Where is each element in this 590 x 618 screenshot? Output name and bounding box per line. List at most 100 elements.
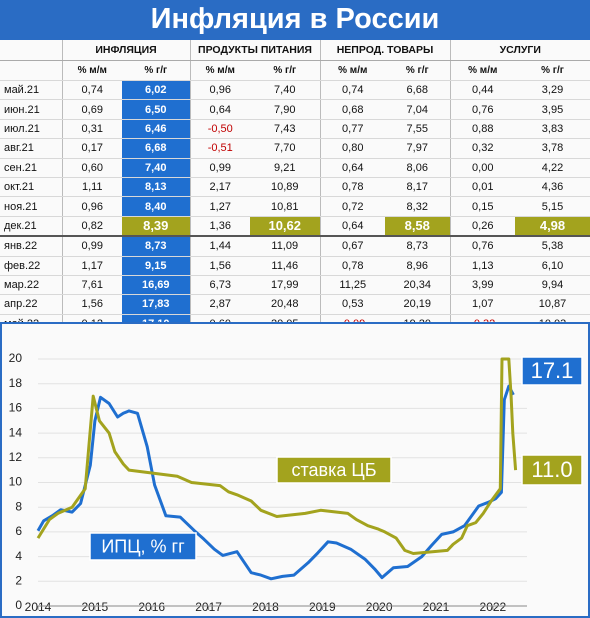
table-row: апр.22 1,56 17,83 2,87 20,48 0,53 20,19 1,07 10,… [0,294,590,315]
x-tick-label: 2017 [195,600,222,614]
legend-label: ИПЦ, % гг [101,536,185,556]
value-cell: 0,77 [319,119,385,140]
value-cell: 8,73 [385,236,450,257]
value-cell: 5,15 [515,196,590,217]
column-header: % г/г [515,60,590,81]
month-cell: ноя.21 [0,196,62,217]
value-cell: 11,25 [319,275,385,296]
value-cell: 10,81 [250,196,320,217]
value-cell: 1,13 [449,256,515,276]
table-row: мар.22 7,61 16,69 6,73 17,99 11,25 20,34 3,99 9,… [0,275,590,296]
table-row: дек.21 0,82 8,39 1,36 10,62 0,64 8,58 0,26 4,98 [0,216,590,238]
x-tick-label: 2020 [366,600,393,614]
value-cell: 8,39 [122,216,190,238]
value-cell: 0,44 [449,80,515,101]
value-cell: 6,46 [122,119,190,140]
value-cell: 7,40 [250,80,320,101]
legend-label-box [89,532,197,561]
x-tick-label: 2014 [25,600,52,614]
value-cell: 20,19 [385,294,450,315]
group-header-row: ИНФЛЯЦИЯ ПРОДУКТЫ ПИТАНИЯ НЕПРОД. ТОВАРЫ УС… [0,40,590,61]
value-cell: 0,64 [319,216,385,238]
x-tick-label: 2016 [138,600,165,614]
month-cell: июл.21 [0,119,62,140]
column-header: % м/м [319,60,385,81]
value-cell: -0,51 [189,138,250,159]
value-cell: 9,94 [515,275,590,296]
value-cell: 6,68 [122,138,190,159]
month-cell: июн.21 [0,99,62,120]
table-row: янв.22 0,99 8,73 1,44 11,09 0,67 8,73 0,76 5,38 [0,236,590,257]
value-cell: 3,95 [515,99,590,120]
value-cell: 5,38 [515,236,590,257]
value-cell: 8,40 [122,196,190,217]
column-header: % г/г [250,60,320,81]
value-cell: 0,68 [319,99,385,120]
value-cell: 3,29 [515,80,590,101]
value-cell: 17,99 [250,275,320,296]
value-cell: 6,73 [189,275,250,296]
value-cell: 0,26 [449,216,515,238]
value-cell: 0,53 [319,294,385,315]
end-value-label-box [521,454,583,486]
value-cell: 0,76 [449,99,515,120]
value-cell: 0,96 [61,196,122,217]
value-cell: 9,15 [122,256,190,276]
value-cell: 8,06 [385,158,450,178]
value-cell: 0,69 [61,99,122,120]
y-tick-label: 18 [9,376,23,390]
value-cell: 0,74 [61,80,122,101]
column-header: % м/м [61,60,122,81]
value-cell: 0,01 [449,177,515,198]
value-cell: 1,27 [189,196,250,217]
value-cell: 6,68 [385,80,450,101]
value-cell: 6,50 [122,99,190,120]
x-tick-label: 2019 [309,600,336,614]
month-cell: окт.21 [0,177,62,198]
value-cell: 4,22 [515,158,590,178]
subheader-row: % м/м% г/г% м/м% г/г% м/м% г/г% м/м% г/г [0,60,590,81]
value-cell: 0,64 [319,158,385,178]
table-row: окт.21 1,11 8,13 2,17 10,89 0,78 8,17 0,01 4,36 [0,177,590,198]
value-cell: 0,96 [189,80,250,101]
value-cell: 6,02 [122,80,190,101]
value-cell: 11,09 [250,236,320,257]
value-cell: -0,50 [189,119,250,140]
y-tick-label: 20 [9,351,23,365]
end-value-label: 17.1 [531,358,574,383]
value-cell: 8,73 [122,236,190,257]
value-cell: 8,13 [122,177,190,198]
column-header: % г/г [122,60,190,81]
value-cell: 0,80 [319,138,385,159]
table-row: ноя.21 0,96 8,40 1,27 10,81 0,72 8,32 0,15 5,15 [0,196,590,217]
value-cell: 8,96 [385,256,450,276]
legend-label: ставка ЦБ [291,460,376,480]
y-tick-label: 10 [9,475,23,489]
value-cell: 11,46 [250,256,320,276]
month-cell: май.21 [0,80,62,101]
value-cell: 0,60 [61,158,122,178]
month-cell: мар.22 [0,275,62,296]
value-cell: 3,83 [515,119,590,140]
column-header: % г/г [385,60,450,81]
y-tick-label: 2 [15,573,22,587]
value-cell: 0,64 [189,99,250,120]
value-cell: 7,55 [385,119,450,140]
y-tick-label: 14 [9,425,23,439]
value-cell: 3,78 [515,138,590,159]
month-cell: фев.22 [0,256,62,276]
value-cell: 1,11 [61,177,122,198]
series-line [36,357,518,555]
value-cell: 1,17 [61,256,122,276]
value-cell: 0,72 [319,196,385,217]
value-cell: 8,58 [385,216,450,238]
value-cell: 10,89 [250,177,320,198]
x-tick-label: 2021 [423,600,450,614]
x-tick-label: 2018 [252,600,279,614]
value-cell: 10,87 [515,294,590,315]
corner-cell [0,40,62,61]
value-cell: 2,17 [189,177,250,198]
value-cell: 1,44 [189,236,250,257]
value-cell: 0,76 [449,236,515,257]
